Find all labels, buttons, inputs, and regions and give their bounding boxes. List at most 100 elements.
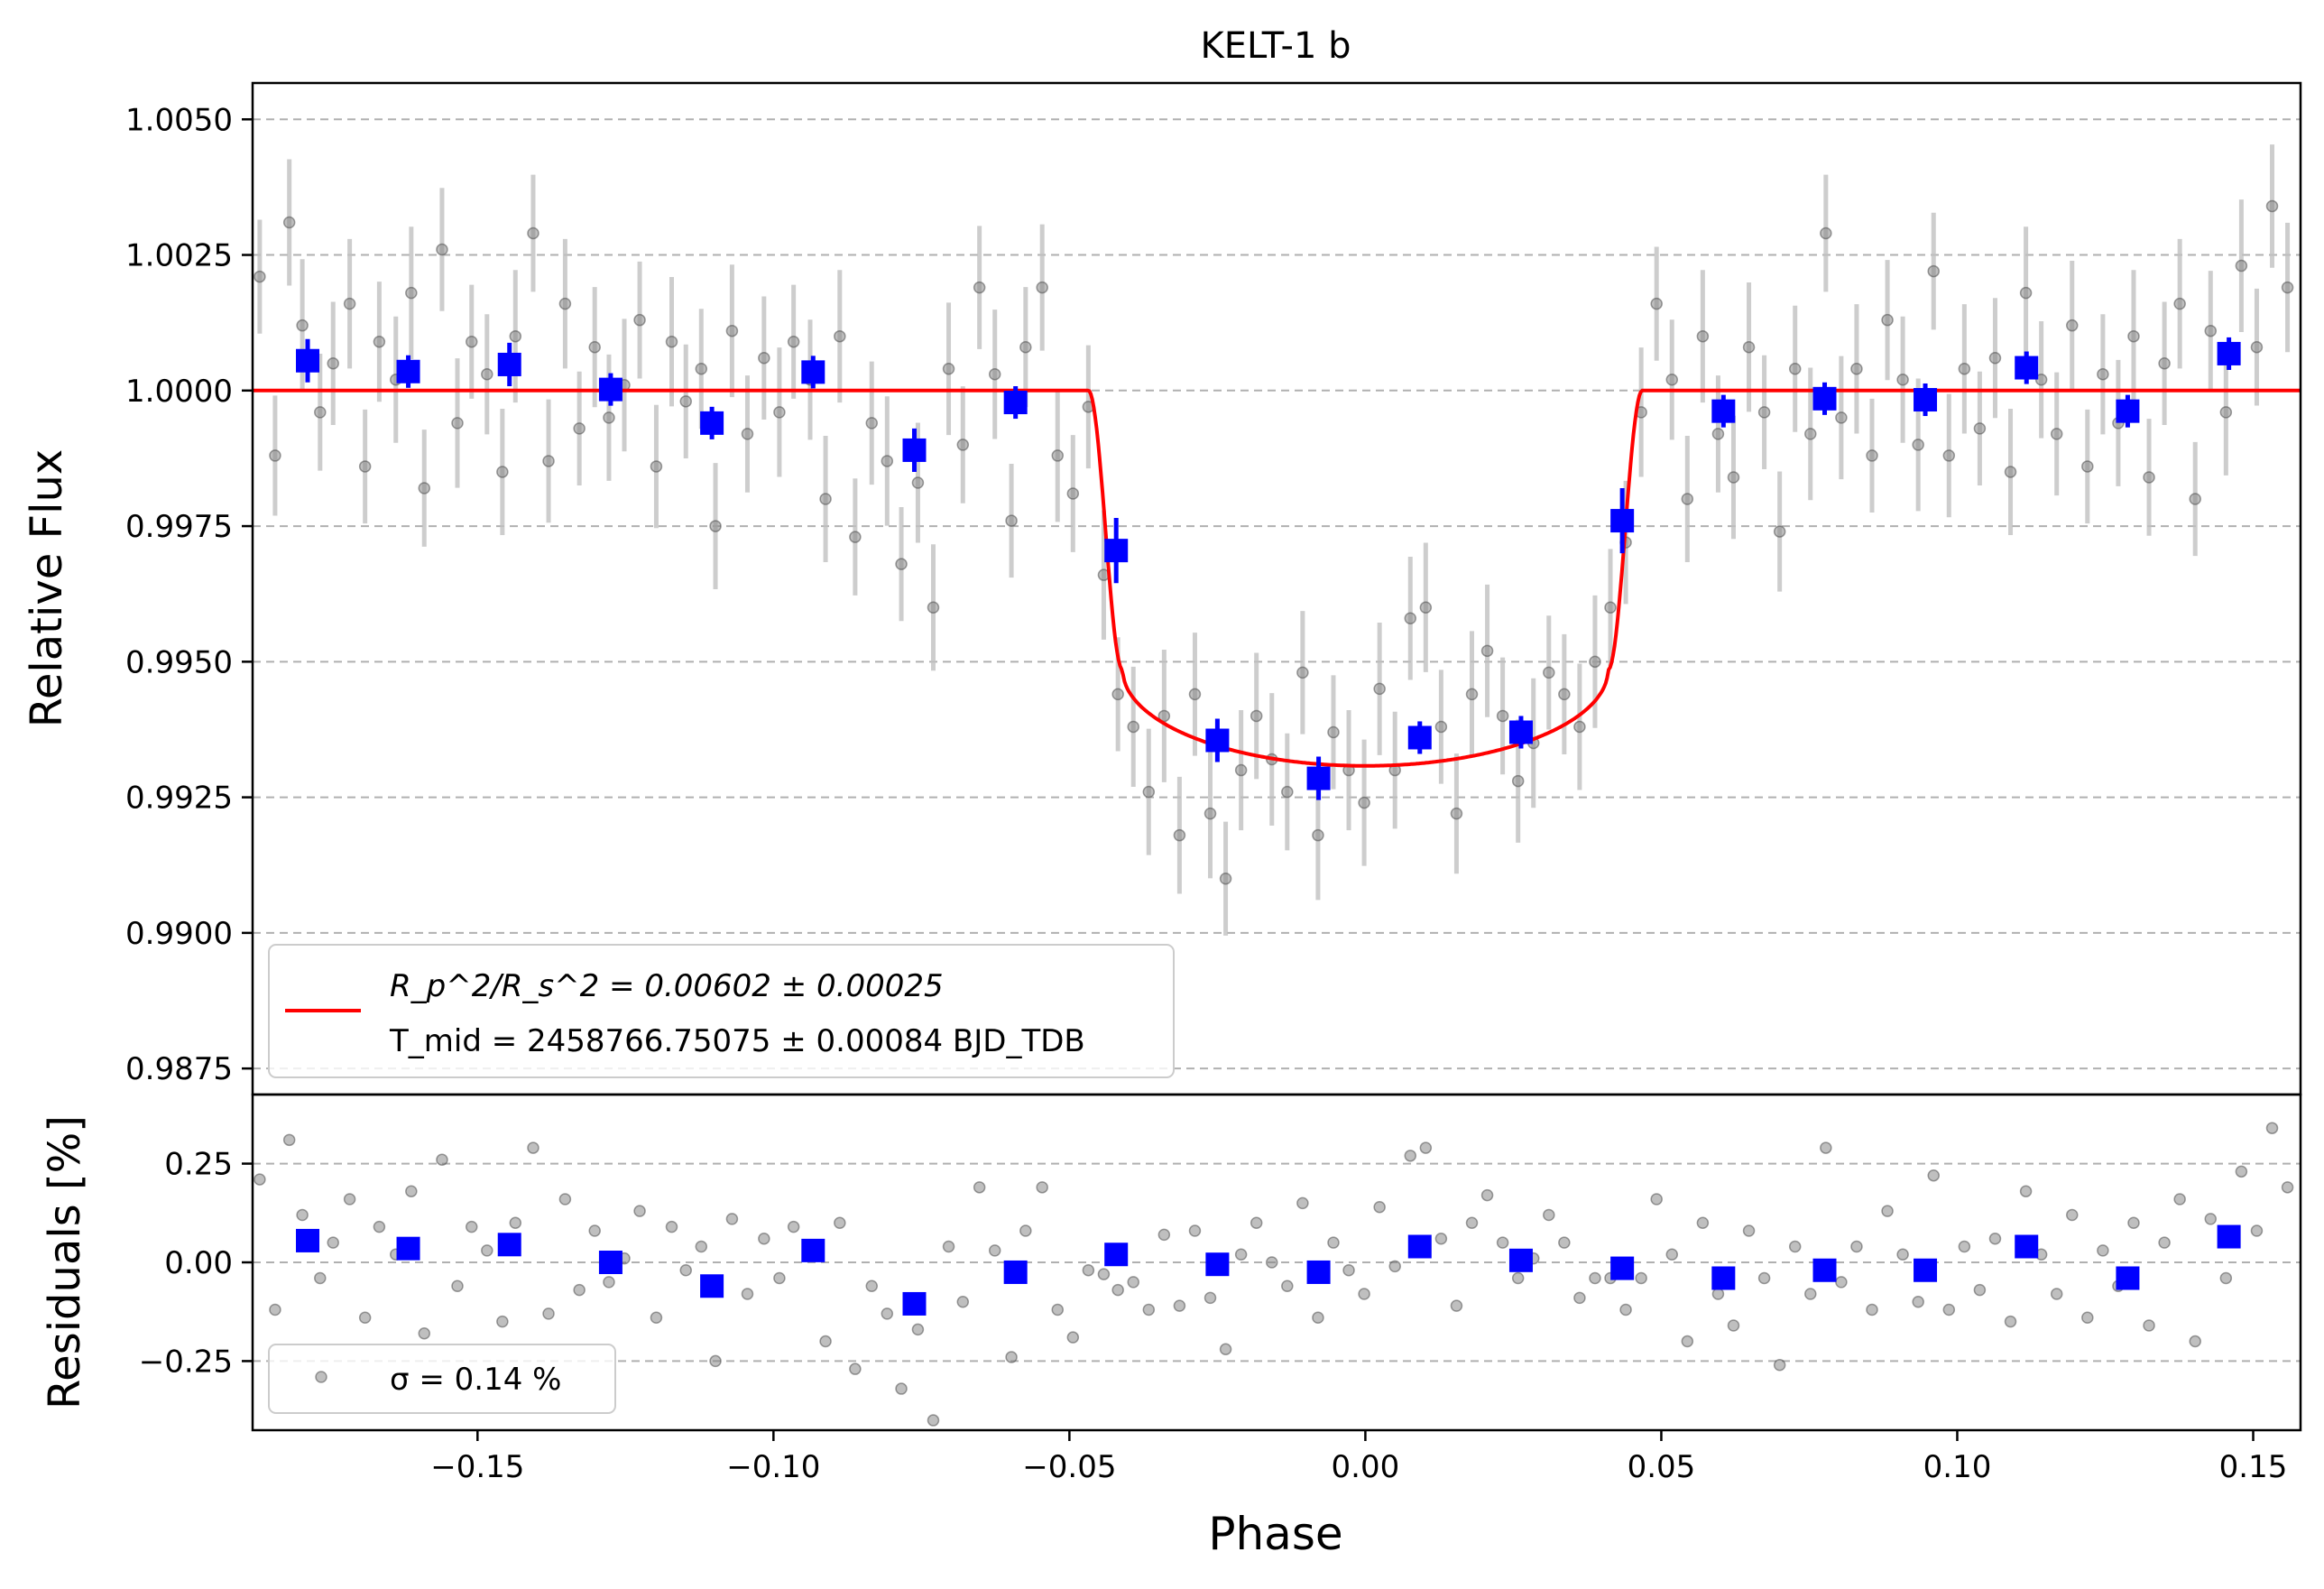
residuals-raw-point	[1434, 1232, 1448, 1245]
flux-raw-point	[373, 335, 386, 348]
residuals-raw-point	[496, 1315, 509, 1328]
flux-raw-point	[1142, 785, 1156, 799]
residuals-raw-point	[1635, 1271, 1647, 1285]
flux-y-tick-label: 0.9925	[125, 781, 233, 817]
residuals-raw-point	[1404, 1150, 1417, 1162]
residuals-raw-point	[1066, 1331, 1080, 1344]
flux-raw-point	[2204, 324, 2218, 337]
flux-raw-point	[1234, 763, 1248, 777]
residuals-binned-point	[497, 1233, 521, 1257]
flux-raw-point	[2127, 329, 2140, 343]
residuals-raw-point	[418, 1327, 431, 1340]
residuals-raw-point	[509, 1216, 522, 1229]
flux-raw-point	[695, 363, 708, 375]
residuals-raw-point	[1912, 1296, 1924, 1308]
flux-raw-point	[2235, 259, 2248, 273]
residuals-y-label: Residuals [%]	[40, 1115, 90, 1409]
residuals-raw-point	[542, 1307, 555, 1320]
residuals-raw-point	[1281, 1280, 1294, 1293]
residuals-raw-point	[1665, 1248, 1679, 1261]
flux-raw-point	[1281, 785, 1294, 799]
residuals-raw-point	[1480, 1188, 1494, 1202]
flux-y-tick-label: 1.0050	[125, 102, 233, 138]
flux-raw-point	[881, 455, 894, 467]
residuals-raw-point	[1388, 1260, 1401, 1273]
flux-y-tick-label: 0.9900	[125, 916, 233, 952]
residuals-raw-point	[881, 1307, 894, 1320]
flux-raw-point	[1019, 340, 1032, 354]
flux-raw-point	[1480, 644, 1494, 658]
flux-raw-point	[1912, 439, 1924, 451]
flux-raw-point	[282, 216, 296, 229]
residuals-raw-point	[1358, 1288, 1370, 1300]
phase-x-tick-label: −0.10	[726, 1449, 820, 1485]
residuals-raw-point	[988, 1244, 1001, 1257]
residuals-raw-point	[1958, 1240, 1971, 1253]
flux-raw-point	[1465, 688, 1479, 701]
flux-binned-points	[296, 337, 2241, 800]
phase-x-tick-label: −0.15	[430, 1449, 524, 1485]
flux-raw-point	[2219, 406, 2233, 419]
flux-raw-point	[1835, 411, 1848, 424]
residuals-binned-point	[1306, 1260, 1331, 1284]
flux-binned-point	[598, 377, 622, 402]
residuals-raw-point	[1173, 1299, 1186, 1312]
flux-raw-point	[1496, 709, 1509, 723]
residuals-raw-point	[741, 1288, 754, 1300]
phase-x-tick-label: 0.00	[1332, 1449, 1400, 1485]
flux-raw-point	[1066, 487, 1080, 500]
residuals-raw-point	[942, 1240, 955, 1253]
phase-x-tick-label: 0.10	[1923, 1449, 1992, 1485]
residuals-raw-point	[1927, 1169, 1940, 1182]
residuals-raw-point	[2235, 1165, 2248, 1178]
flux-binned-point	[1711, 399, 1736, 423]
flux-binned-point	[1205, 728, 1230, 753]
residuals-raw-point	[1543, 1208, 1555, 1222]
flux-y-tick-label: 0.9975	[125, 509, 233, 545]
flux-raw-point	[709, 520, 722, 532]
flux-binned-point	[2217, 341, 2241, 365]
residuals-binned-point	[1407, 1234, 1432, 1259]
flux-binned-point	[396, 359, 420, 383]
residuals-raw-point	[527, 1141, 540, 1154]
residuals-raw-point	[2250, 1224, 2264, 1237]
residuals-raw-point	[2143, 1319, 2155, 1332]
residuals-raw-point	[1219, 1343, 1232, 1356]
residuals-legend: σ = 0.14 %	[268, 1344, 616, 1414]
flux-raw-point	[1788, 363, 1802, 375]
residuals-binned-point	[1205, 1252, 1230, 1277]
residuals-raw-point	[1727, 1319, 1740, 1332]
residuals-raw-point	[1373, 1200, 1386, 1214]
flux-raw-point	[1404, 612, 1417, 625]
residuals-raw-point	[1342, 1264, 1355, 1277]
flux-raw-point	[1927, 264, 1940, 278]
residuals-binned-point	[902, 1291, 927, 1316]
flux-raw-point	[1511, 774, 1525, 788]
flux-y-tick-label: 0.9950	[125, 644, 233, 680]
flux-raw-point	[1973, 422, 1987, 435]
residuals-raw-point	[633, 1205, 646, 1217]
residuals-binned-point	[700, 1274, 724, 1298]
flux-raw-point	[451, 417, 464, 430]
flux-legend-tmid: T_mid = 2458766.75075 ± 0.00084 BJD_TDB	[389, 1023, 1085, 1059]
residuals-raw-point	[1850, 1240, 1863, 1253]
residuals-raw-point	[1757, 1271, 1771, 1285]
flux-raw-point	[1881, 313, 1894, 327]
flux-raw-point	[1219, 873, 1232, 885]
flux-raw-point	[603, 411, 615, 424]
flux-raw-point	[1681, 493, 1694, 505]
residuals-legend-box	[268, 1344, 616, 1414]
flux-raw-point	[1850, 363, 1863, 375]
flux-raw-point	[1742, 340, 1756, 354]
residuals-binned-point	[296, 1228, 320, 1252]
residuals-raw-point	[2189, 1335, 2201, 1348]
flux-raw-point	[787, 335, 800, 348]
residuals-raw-point	[1896, 1248, 1909, 1261]
residuals-raw-point	[373, 1220, 386, 1233]
residuals-raw-points	[254, 1122, 2294, 1427]
flux-raw-point	[1543, 666, 1555, 679]
flux-raw-point	[358, 460, 372, 473]
residuals-y-tick-label: 0.00	[164, 1245, 233, 1281]
flux-raw-point	[865, 417, 878, 430]
flux-y-tick-label: 1.0000	[125, 374, 233, 410]
